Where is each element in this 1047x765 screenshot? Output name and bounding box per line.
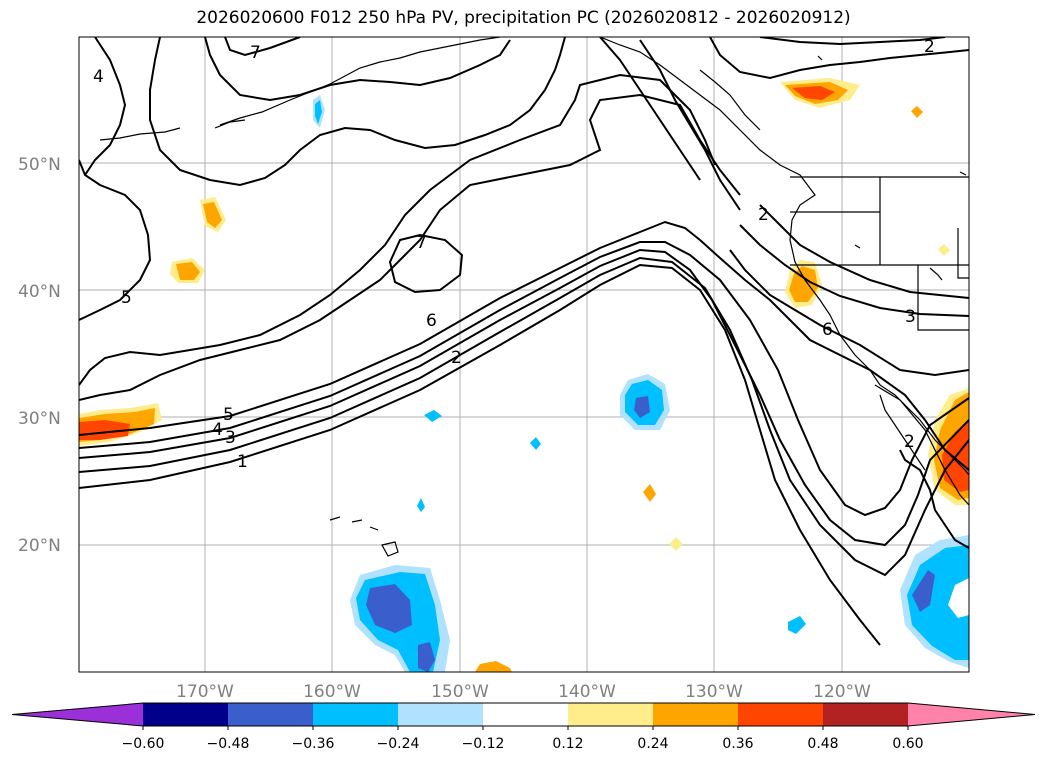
contour-label: 2 <box>904 432 915 452</box>
latitude-labels: 50°N 40°N 30°N 20°N <box>18 155 61 556</box>
lon-label: 120°W <box>813 682 871 702</box>
lon-label: 170°W <box>176 682 234 702</box>
colorbar-tick-label: −0.12 <box>462 736 505 752</box>
pv-contour-20 <box>759 37 946 46</box>
coastlines <box>99 37 969 557</box>
colorbar-segment <box>738 703 823 726</box>
colorbar-tick-label: −0.48 <box>207 736 250 752</box>
coast-bc <box>599 37 969 476</box>
map-frame <box>78 36 970 673</box>
colorbar-tick-label: 0.36 <box>722 736 753 752</box>
contour-label: 5 <box>121 288 132 308</box>
contour-label: 3 <box>905 307 916 327</box>
lat-label: 50°N <box>18 155 61 175</box>
pv-contour-15 <box>149 37 566 187</box>
pv-contour-21 <box>899 449 969 549</box>
pv-contour-16 <box>204 37 511 102</box>
pv-contour-7 <box>739 224 969 317</box>
colorbar-segment <box>143 703 228 726</box>
coast-mexico <box>874 384 969 506</box>
contour-label: 2 <box>758 205 769 225</box>
gridlines <box>79 37 969 672</box>
pv-contour-4 <box>79 241 969 517</box>
colorbar-tick-label: −0.60 <box>122 736 165 752</box>
pv-contour-14 <box>79 73 716 386</box>
pv-contour-18 <box>224 37 301 57</box>
contour-label: 6 <box>822 320 833 340</box>
contour-label: 3 <box>225 428 236 448</box>
pv-contour-12 <box>84 37 127 176</box>
precip-area-south <box>475 661 512 672</box>
contour-label: 4 <box>212 420 223 440</box>
colorbar-tick-label: 0.48 <box>807 736 838 752</box>
map-area: 7 4 5 7 6 2 5 4 3 1 2 2 3 6 2 <box>79 37 969 672</box>
contour-label: 6 <box>426 311 437 331</box>
longitude-labels: 170°W 160°W 150°W 140°W 130°W 120°W <box>176 682 871 702</box>
pv-contour-9 <box>639 39 741 211</box>
colorbar-tick-label: 0.60 <box>892 736 923 752</box>
contour-label: 7 <box>416 233 427 253</box>
precip-negative-areas <box>313 95 969 672</box>
contour-label: 5 <box>223 405 234 425</box>
colorbar-tick-label: −0.36 <box>292 736 335 752</box>
state-borders <box>790 176 969 331</box>
page-title: 2026020600 F012 250 hPa PV, precipitatio… <box>196 8 851 28</box>
colorbar-segment <box>823 703 908 726</box>
lat-label: 20°N <box>18 536 61 556</box>
lon-label: 130°W <box>685 682 743 702</box>
colorbar-segment <box>398 703 483 726</box>
colorbar-extend-low <box>12 703 143 726</box>
pv-contour-8 <box>759 204 969 299</box>
islands-hawaii <box>329 516 399 557</box>
colorbar-tick-label: 0.12 <box>552 736 583 752</box>
contour-label: 2 <box>451 348 462 368</box>
contour-label: 4 <box>93 67 104 87</box>
coast-alaska <box>219 37 501 126</box>
pv-contour-1 <box>79 263 881 646</box>
pv-contour-13 <box>79 93 741 401</box>
colorbar-segment <box>568 703 653 726</box>
colorbar-segment <box>313 703 398 726</box>
pv-contour-3 <box>79 248 969 547</box>
colorbar-tick-label: −0.24 <box>377 736 420 752</box>
contour-labels: 7 4 5 7 6 2 5 4 3 1 2 2 3 6 2 <box>93 37 935 472</box>
colorbar-segment <box>483 703 568 726</box>
pv-contours <box>79 37 969 646</box>
pv-contour-10 <box>599 37 701 181</box>
pv-contour-6 <box>729 249 969 377</box>
contour-label: 1 <box>237 452 248 472</box>
lon-label: 150°W <box>431 682 489 702</box>
contour-label: 7 <box>250 43 261 63</box>
lon-label: 140°W <box>558 682 616 702</box>
lon-label: 160°W <box>303 682 361 702</box>
colorbar-extend-high <box>908 703 1035 726</box>
pv-contour-5 <box>79 220 969 471</box>
precip-positive-areas <box>79 78 969 672</box>
pv-contour-11 <box>79 159 152 321</box>
colorbar-segment <box>228 703 313 726</box>
colorbar: −0.60 −0.48 −0.36 −0.24 −0.12 0.12 0.24 0.36 0.4… <box>11 702 1036 752</box>
contour-label: 2 <box>924 37 935 57</box>
colorbar-segment <box>653 703 738 726</box>
colorbar-tick-label: 0.24 <box>637 736 668 752</box>
lat-label: 30°N <box>18 409 61 429</box>
pv-contour-19 <box>709 37 969 80</box>
lat-label: 40°N <box>18 282 61 302</box>
pv-contour-17 <box>388 233 464 294</box>
